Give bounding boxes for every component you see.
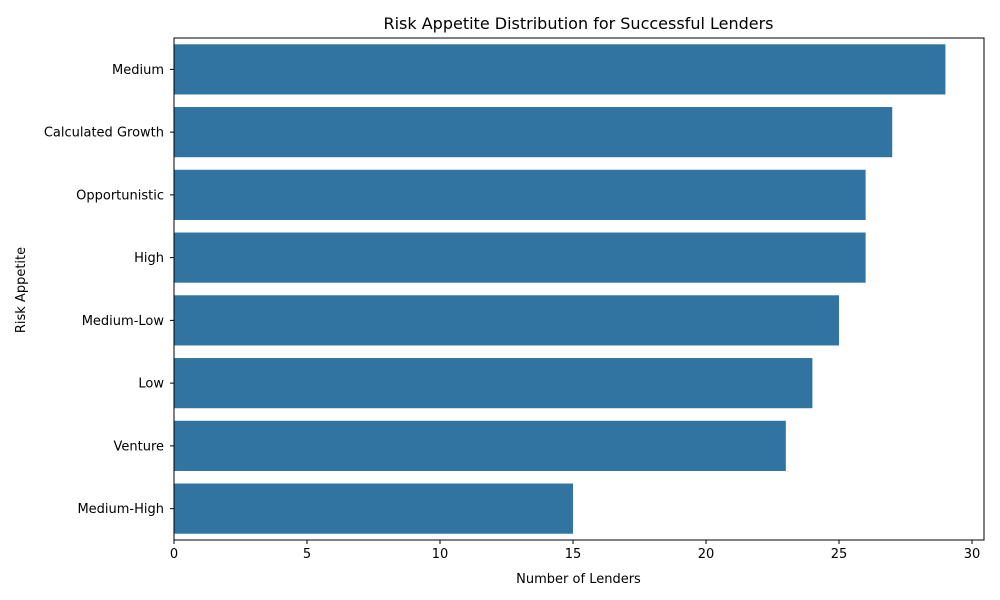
x-tick-label: 25 xyxy=(831,547,848,562)
bar-7 xyxy=(174,483,574,534)
y-tick-label: Medium xyxy=(112,63,164,78)
y-tick-label: Venture xyxy=(113,439,164,454)
bars-group xyxy=(174,44,946,534)
y-tick-label: Medium-High xyxy=(77,502,164,517)
y-axis-label: Risk Appetite xyxy=(14,247,29,333)
bar-0 xyxy=(174,44,946,95)
x-tick-label: 30 xyxy=(964,547,981,562)
chart-title: Risk Appetite Distribution for Successfu… xyxy=(383,14,773,33)
bar-2 xyxy=(174,169,866,220)
plot-frame xyxy=(173,37,985,541)
x-tick-label: 20 xyxy=(698,547,715,562)
bar-1 xyxy=(174,107,893,158)
bar-4 xyxy=(174,295,840,346)
bar-5 xyxy=(174,358,813,409)
y-tick-label: Opportunistic xyxy=(76,188,164,203)
y-tick-label: Medium-Low xyxy=(82,314,165,329)
axes-frame xyxy=(173,37,985,541)
x-tick-label: 10 xyxy=(432,547,449,562)
x-tick-label: 0 xyxy=(170,547,178,562)
x-axis-label: Number of Lenders xyxy=(516,572,641,587)
bar-3 xyxy=(174,232,866,283)
y-axis-ticks: Medium Calculated Growth Opportunistic High… xyxy=(44,63,174,517)
bar-6 xyxy=(174,420,786,471)
y-tick-label: Calculated Growth xyxy=(44,126,164,141)
x-tick-label: 15 xyxy=(565,547,582,562)
y-tick-label: High xyxy=(134,251,164,266)
x-tick-label: 5 xyxy=(303,547,311,562)
x-axis-ticks: 0 5 10 15 20 25 30 xyxy=(170,540,980,562)
y-tick-label: Low xyxy=(138,377,164,392)
